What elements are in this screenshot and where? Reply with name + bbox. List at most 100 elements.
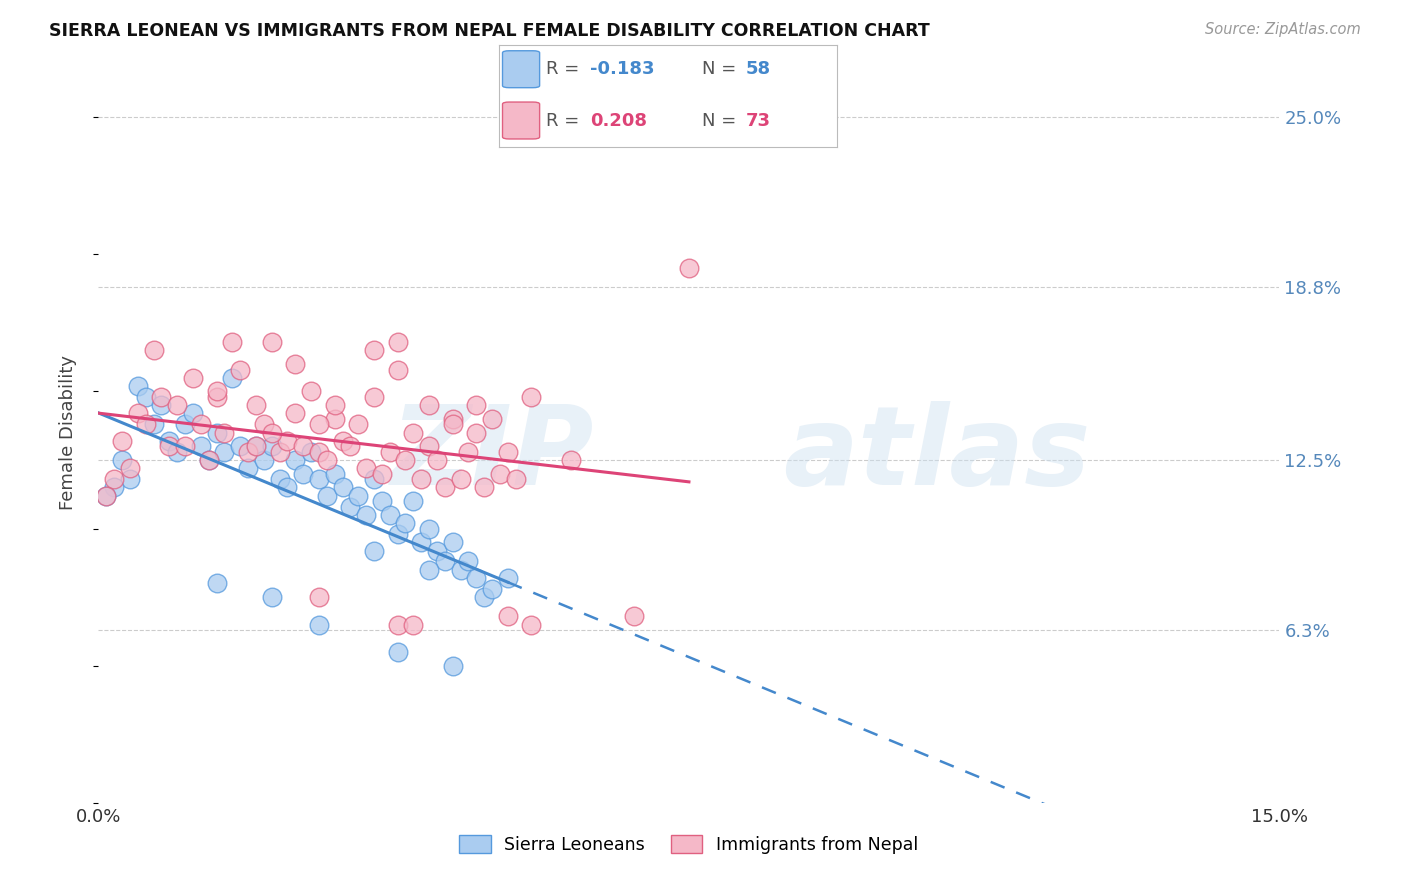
Point xyxy=(472,480,495,494)
Point xyxy=(229,439,252,453)
Point xyxy=(284,406,307,420)
Point xyxy=(433,480,456,494)
Point xyxy=(214,425,236,440)
Point xyxy=(371,467,394,481)
Point xyxy=(402,617,425,632)
Point xyxy=(363,543,385,558)
Point xyxy=(284,357,307,371)
Point xyxy=(347,489,370,503)
Y-axis label: Female Disability: Female Disability xyxy=(59,355,77,510)
Point xyxy=(363,343,385,358)
Point xyxy=(253,417,276,432)
Point xyxy=(323,467,346,481)
Point xyxy=(315,489,337,503)
Point xyxy=(260,439,283,453)
Point xyxy=(299,384,322,399)
Point xyxy=(378,508,401,522)
Point xyxy=(496,445,519,459)
Point xyxy=(465,425,488,440)
Point xyxy=(174,439,197,453)
Point xyxy=(387,362,409,376)
Point xyxy=(308,590,330,604)
Point xyxy=(214,445,236,459)
Point xyxy=(276,480,298,494)
FancyBboxPatch shape xyxy=(502,102,540,139)
Point xyxy=(496,571,519,585)
Point xyxy=(418,563,440,577)
Point xyxy=(150,390,173,404)
Point xyxy=(347,417,370,432)
Point xyxy=(205,576,228,591)
Point xyxy=(323,412,346,426)
Point xyxy=(315,453,337,467)
Point xyxy=(472,590,495,604)
Point xyxy=(118,461,141,475)
Point xyxy=(157,439,180,453)
Text: Source: ZipAtlas.com: Source: ZipAtlas.com xyxy=(1205,22,1361,37)
Point xyxy=(276,434,298,448)
Point xyxy=(269,472,291,486)
Point xyxy=(181,371,204,385)
Point xyxy=(418,522,440,536)
Point xyxy=(354,461,377,475)
Point xyxy=(332,434,354,448)
Point xyxy=(387,527,409,541)
Point xyxy=(142,417,165,432)
Point xyxy=(229,362,252,376)
Point xyxy=(127,379,149,393)
Point xyxy=(292,439,315,453)
Point xyxy=(371,494,394,508)
Point xyxy=(197,453,219,467)
Text: 58: 58 xyxy=(745,61,770,78)
Point xyxy=(205,384,228,399)
Point xyxy=(135,417,157,432)
Point xyxy=(190,417,212,432)
Point xyxy=(481,582,503,596)
Point xyxy=(253,453,276,467)
Point xyxy=(284,453,307,467)
Text: atlas: atlas xyxy=(783,401,1091,508)
Point xyxy=(363,390,385,404)
Text: N =: N = xyxy=(702,112,741,129)
Point xyxy=(489,467,512,481)
Point xyxy=(260,335,283,350)
Text: R =: R = xyxy=(547,61,585,78)
Point xyxy=(394,453,416,467)
Point xyxy=(450,563,472,577)
Point xyxy=(378,445,401,459)
Point xyxy=(308,445,330,459)
Point xyxy=(111,434,134,448)
Text: ZIP: ZIP xyxy=(391,401,595,508)
Text: -0.183: -0.183 xyxy=(591,61,655,78)
Point xyxy=(520,390,543,404)
Point xyxy=(245,439,267,453)
Point xyxy=(205,425,228,440)
Point xyxy=(457,554,479,568)
Point xyxy=(299,445,322,459)
Point xyxy=(157,434,180,448)
Point xyxy=(402,425,425,440)
Text: R =: R = xyxy=(547,112,585,129)
Text: SIERRA LEONEAN VS IMMIGRANTS FROM NEPAL FEMALE DISABILITY CORRELATION CHART: SIERRA LEONEAN VS IMMIGRANTS FROM NEPAL … xyxy=(49,22,929,40)
Point xyxy=(96,489,118,503)
Point xyxy=(221,371,243,385)
Point xyxy=(433,554,456,568)
Point xyxy=(623,609,645,624)
Point xyxy=(111,453,134,467)
Point xyxy=(418,439,440,453)
FancyBboxPatch shape xyxy=(502,51,540,87)
Point xyxy=(387,335,409,350)
Point xyxy=(402,494,425,508)
Point xyxy=(678,261,700,276)
Point xyxy=(457,445,479,459)
Point xyxy=(150,398,173,412)
Point xyxy=(190,439,212,453)
Point xyxy=(236,445,259,459)
Point xyxy=(308,472,330,486)
Point xyxy=(426,543,449,558)
Point xyxy=(520,617,543,632)
Point xyxy=(339,500,361,514)
Point xyxy=(260,590,283,604)
Point xyxy=(96,489,118,503)
Point xyxy=(103,472,125,486)
